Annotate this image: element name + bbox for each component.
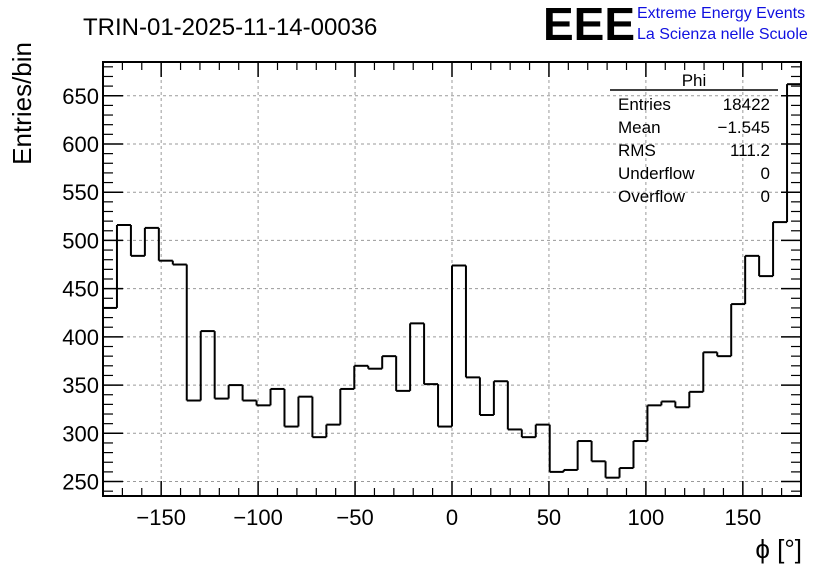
x-tick-label: 150 (724, 505, 761, 530)
stats-value: 111.2 (730, 141, 770, 160)
plot-frame (102, 61, 802, 497)
x-tick-label: −150 (136, 505, 186, 530)
logo-line-2: La Scienza nelle Scuole (637, 26, 808, 43)
y-tick-label: 650 (62, 84, 99, 109)
y-axis-title: Entries/bin (7, 42, 37, 165)
logo-mark: EEE (543, 0, 635, 50)
x-tick-label: 0 (446, 505, 458, 530)
x-tick-label: 100 (628, 505, 665, 530)
stats-label: Underflow (618, 164, 695, 183)
y-tick-label: 450 (62, 277, 99, 302)
y-tick-label: 350 (62, 373, 99, 398)
stats-value: 0 (761, 164, 770, 183)
y-tick-label: 300 (62, 421, 99, 446)
axis-ticks (102, 62, 802, 496)
stats-title: Phi (682, 71, 707, 90)
x-tick-label: 50 (537, 505, 561, 530)
stats-label: Overflow (618, 187, 686, 206)
stats-label: Entries (618, 95, 671, 114)
y-tick-label: 400 (62, 325, 99, 350)
x-tick-label: −100 (233, 505, 283, 530)
stats-label: RMS (618, 141, 656, 160)
stats-label: Mean (618, 118, 661, 137)
x-tick-label: −50 (336, 505, 373, 530)
stats-value: 0 (761, 187, 770, 206)
logo-line-1: Extreme Energy Events (637, 5, 805, 22)
chart-title: TRIN-01-2025-11-14-00036 (83, 14, 377, 41)
histogram-series (103, 83, 801, 479)
stats-box: Phi Entries 18422 Mean −1.545 RMS 111.2 Underf… (610, 71, 778, 206)
y-tick-label: 550 (62, 180, 99, 205)
stats-value: 18422 (723, 95, 770, 114)
x-axis-title: ϕ [°] (755, 534, 802, 564)
y-tick-labels: 250 300 350 400 450 500 550 600 650 (62, 84, 99, 495)
x-tick-labels: −150 −100 −50 0 50 100 150 (136, 505, 761, 530)
eee-logo: EEE Extreme Energy Events La Scienza nel… (543, 0, 808, 50)
y-tick-label: 600 (62, 132, 99, 157)
y-tick-label: 500 (62, 228, 99, 253)
y-tick-label: 250 (62, 470, 99, 495)
stats-value: −1.545 (718, 118, 770, 137)
